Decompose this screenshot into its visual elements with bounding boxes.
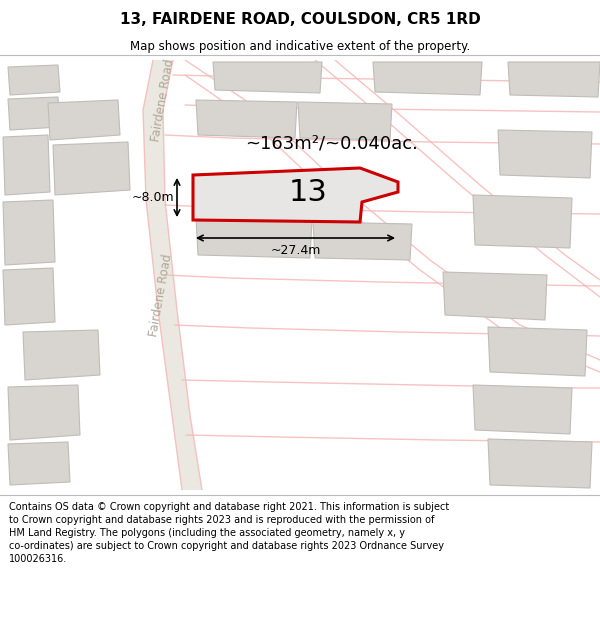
Polygon shape bbox=[3, 200, 55, 265]
Polygon shape bbox=[8, 97, 60, 130]
Text: ~8.0m: ~8.0m bbox=[131, 191, 174, 204]
Text: ~27.4m: ~27.4m bbox=[271, 244, 320, 257]
Polygon shape bbox=[196, 100, 297, 138]
Polygon shape bbox=[53, 142, 130, 195]
Text: Contains OS data © Crown copyright and database right 2021. This information is : Contains OS data © Crown copyright and d… bbox=[9, 501, 449, 564]
Text: ~163m²/~0.040ac.: ~163m²/~0.040ac. bbox=[245, 134, 418, 152]
Polygon shape bbox=[213, 62, 322, 93]
Text: Fairdene Road: Fairdene Road bbox=[149, 58, 176, 142]
Polygon shape bbox=[488, 439, 592, 488]
Text: Map shows position and indicative extent of the property.: Map shows position and indicative extent… bbox=[130, 39, 470, 52]
Text: Fairdene Road: Fairdene Road bbox=[148, 253, 175, 338]
Polygon shape bbox=[488, 327, 587, 376]
Text: 13: 13 bbox=[289, 178, 328, 207]
Polygon shape bbox=[473, 385, 572, 434]
Polygon shape bbox=[23, 330, 100, 380]
Polygon shape bbox=[498, 130, 592, 178]
Polygon shape bbox=[48, 100, 120, 140]
Text: 13, FAIRDENE ROAD, COULSDON, CR5 1RD: 13, FAIRDENE ROAD, COULSDON, CR5 1RD bbox=[119, 12, 481, 27]
Polygon shape bbox=[8, 65, 60, 95]
Polygon shape bbox=[8, 442, 70, 485]
Polygon shape bbox=[313, 222, 412, 260]
Polygon shape bbox=[508, 62, 600, 97]
Polygon shape bbox=[3, 135, 50, 195]
Polygon shape bbox=[373, 62, 482, 95]
Polygon shape bbox=[143, 60, 202, 490]
Polygon shape bbox=[193, 168, 398, 222]
Polygon shape bbox=[443, 272, 547, 320]
Polygon shape bbox=[3, 268, 55, 325]
Polygon shape bbox=[8, 385, 80, 440]
Polygon shape bbox=[473, 195, 572, 248]
Polygon shape bbox=[196, 218, 312, 258]
Polygon shape bbox=[298, 102, 392, 140]
